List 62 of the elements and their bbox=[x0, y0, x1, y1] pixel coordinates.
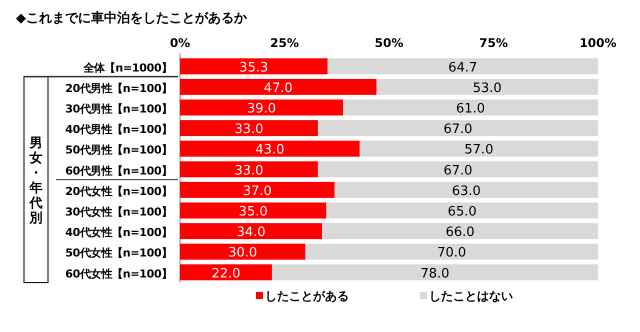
y-tick-label: 40代女性【n=100】 bbox=[65, 226, 172, 240]
bar bbox=[180, 140, 360, 157]
y-tick-label: 30代男性【n=100】 bbox=[65, 102, 172, 116]
bar bbox=[180, 161, 318, 178]
data-label: 67.0 bbox=[443, 163, 472, 178]
y-tick-label: 60代女性【n=100】 bbox=[65, 267, 172, 280]
bar bbox=[180, 223, 322, 240]
bar bbox=[272, 264, 598, 280]
data-label: 63.0 bbox=[452, 184, 481, 199]
data-label: 33.0 bbox=[234, 163, 264, 178]
data-label: 65.0 bbox=[448, 204, 477, 220]
data-label: 39.0 bbox=[247, 102, 276, 116]
bar bbox=[180, 202, 326, 218]
data-label: 66.0 bbox=[446, 225, 475, 240]
data-label: 22.0 bbox=[212, 266, 240, 282]
bar bbox=[318, 120, 598, 136]
bar bbox=[180, 244, 306, 260]
bar bbox=[305, 244, 598, 260]
data-label: 30.0 bbox=[228, 246, 258, 261]
chart-title: ◆これまでに車中泊をしたことがあるか bbox=[16, 11, 248, 26]
bar bbox=[376, 78, 598, 95]
bar bbox=[343, 100, 598, 116]
data-label: 61.0 bbox=[456, 102, 485, 116]
data-label: 67.0 bbox=[443, 122, 472, 138]
bar bbox=[180, 182, 335, 198]
data-label: 47.0 bbox=[264, 80, 293, 96]
data-label: 53.0 bbox=[472, 80, 502, 96]
y-tick-label: 30代女性【n=100】 bbox=[65, 206, 172, 218]
data-label: 57.0 bbox=[464, 142, 494, 158]
x-tick-label: 50% bbox=[374, 36, 404, 50]
bar bbox=[328, 58, 598, 74]
bar bbox=[180, 264, 272, 280]
data-label: 78.0 bbox=[420, 266, 450, 282]
y-tick-label: 50代女性【n=100】 bbox=[65, 246, 172, 260]
data-label: 43.0 bbox=[255, 142, 284, 158]
text: 男女・年代別 bbox=[28, 136, 42, 226]
y-tick-label: 40代男性【n=100】 bbox=[65, 123, 172, 136]
y-tick-label: 全体【n=1000】 bbox=[82, 61, 172, 74]
y-tick-label: 20代女性【n=100】 bbox=[65, 184, 172, 198]
y-tick-label: 20代男性【n=100】 bbox=[65, 82, 172, 95]
data-label: 70.0 bbox=[437, 246, 466, 261]
x-tick-label: 100% bbox=[579, 36, 617, 50]
data-label: 37.0 bbox=[242, 184, 272, 199]
bar bbox=[180, 120, 318, 136]
bar bbox=[318, 161, 598, 178]
bar bbox=[326, 202, 598, 218]
x-tick-label: 25% bbox=[270, 36, 299, 50]
bar bbox=[322, 223, 598, 240]
data-label: 64.7 bbox=[448, 60, 478, 76]
bar bbox=[180, 78, 376, 95]
data-label: 35.3 bbox=[239, 60, 268, 76]
y-tick-label: 50代男性【n=100】 bbox=[65, 144, 172, 157]
bar bbox=[360, 140, 598, 157]
x-tick-label: 0% bbox=[170, 36, 190, 50]
data-label: 33.0 bbox=[234, 122, 264, 138]
bar bbox=[180, 100, 344, 116]
x-tick-label: 75% bbox=[479, 36, 508, 50]
y-tick-label: 60代男性【n=100】 bbox=[65, 164, 172, 178]
bar bbox=[180, 58, 328, 74]
bar bbox=[334, 182, 598, 198]
data-label: 35.0 bbox=[238, 204, 268, 220]
data-label: 34.0 bbox=[236, 225, 266, 240]
